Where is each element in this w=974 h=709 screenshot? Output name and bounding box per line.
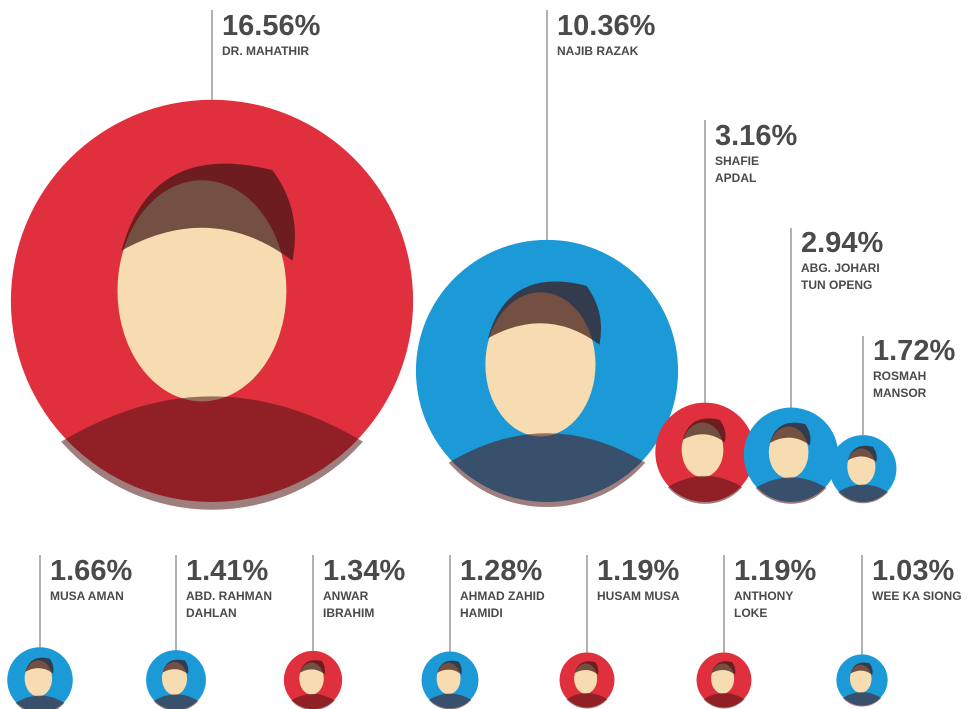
value-label: 1.66% bbox=[50, 555, 132, 587]
value-label: 2.94% bbox=[801, 227, 883, 259]
name-line: LOKE bbox=[734, 606, 767, 620]
value-label: 1.03% bbox=[872, 555, 954, 587]
bubble-name: ANWAR IBRAHIM bbox=[323, 589, 374, 620]
name-line: ROSMAH bbox=[873, 369, 926, 383]
bubble-name: AHMAD ZAHID HAMIDI bbox=[460, 589, 545, 620]
name-line: MUSA AMAN bbox=[50, 589, 124, 603]
name-line: AHMAD ZAHID bbox=[460, 589, 545, 603]
chart: 16.56% DR. MAHATHIR 10.36% NAJIB RAZAK 3.16%… bbox=[0, 0, 974, 709]
name-line: ANTHONY bbox=[734, 589, 793, 603]
name-line: DR. MAHATHIR bbox=[222, 44, 309, 58]
name-line: ABG. JOHARI bbox=[801, 261, 880, 275]
bubble-name: HUSAM MUSA bbox=[597, 589, 680, 603]
name-line: NAJIB RAZAK bbox=[557, 44, 639, 58]
name-line: ANWAR bbox=[323, 589, 369, 603]
name-line: HAMIDI bbox=[460, 606, 503, 620]
value-label: 1.19% bbox=[597, 555, 679, 587]
bubble-name: ANTHONY LOKE bbox=[734, 589, 793, 620]
value-label: 1.28% bbox=[460, 555, 542, 587]
bubble-name: WEE KA SIONG bbox=[872, 589, 962, 603]
bubble-name: DR. MAHATHIR bbox=[222, 44, 309, 58]
bubble-name: MUSA AMAN bbox=[50, 589, 124, 603]
value-label: 16.56% bbox=[222, 10, 321, 42]
value-label: 1.19% bbox=[734, 555, 816, 587]
name-line: MANSOR bbox=[873, 386, 927, 400]
value-label: 10.36% bbox=[557, 10, 656, 42]
bubble-name: SHAFIE APDAL bbox=[715, 154, 759, 185]
name-line: SHAFIE bbox=[715, 154, 759, 168]
bubble-name: ROSMAH MANSOR bbox=[873, 369, 927, 400]
value-label: 1.41% bbox=[186, 555, 268, 587]
name-line: DAHLAN bbox=[186, 606, 237, 620]
bubble-name: NAJIB RAZAK bbox=[557, 44, 639, 58]
bubble-name: ABG. JOHARI TUN OPENG bbox=[801, 261, 880, 292]
name-line: HUSAM MUSA bbox=[597, 589, 680, 603]
bubble-name: ABD. RAHMAN DAHLAN bbox=[186, 589, 272, 620]
value-label: 1.34% bbox=[323, 555, 405, 587]
name-line: ABD. RAHMAN bbox=[186, 589, 272, 603]
value-label: 3.16% bbox=[715, 120, 797, 152]
value-label: 1.72% bbox=[873, 335, 955, 367]
name-line: WEE KA SIONG bbox=[872, 589, 962, 603]
name-line: IBRAHIM bbox=[323, 606, 374, 620]
name-line: APDAL bbox=[715, 171, 756, 185]
name-line: TUN OPENG bbox=[801, 278, 872, 292]
